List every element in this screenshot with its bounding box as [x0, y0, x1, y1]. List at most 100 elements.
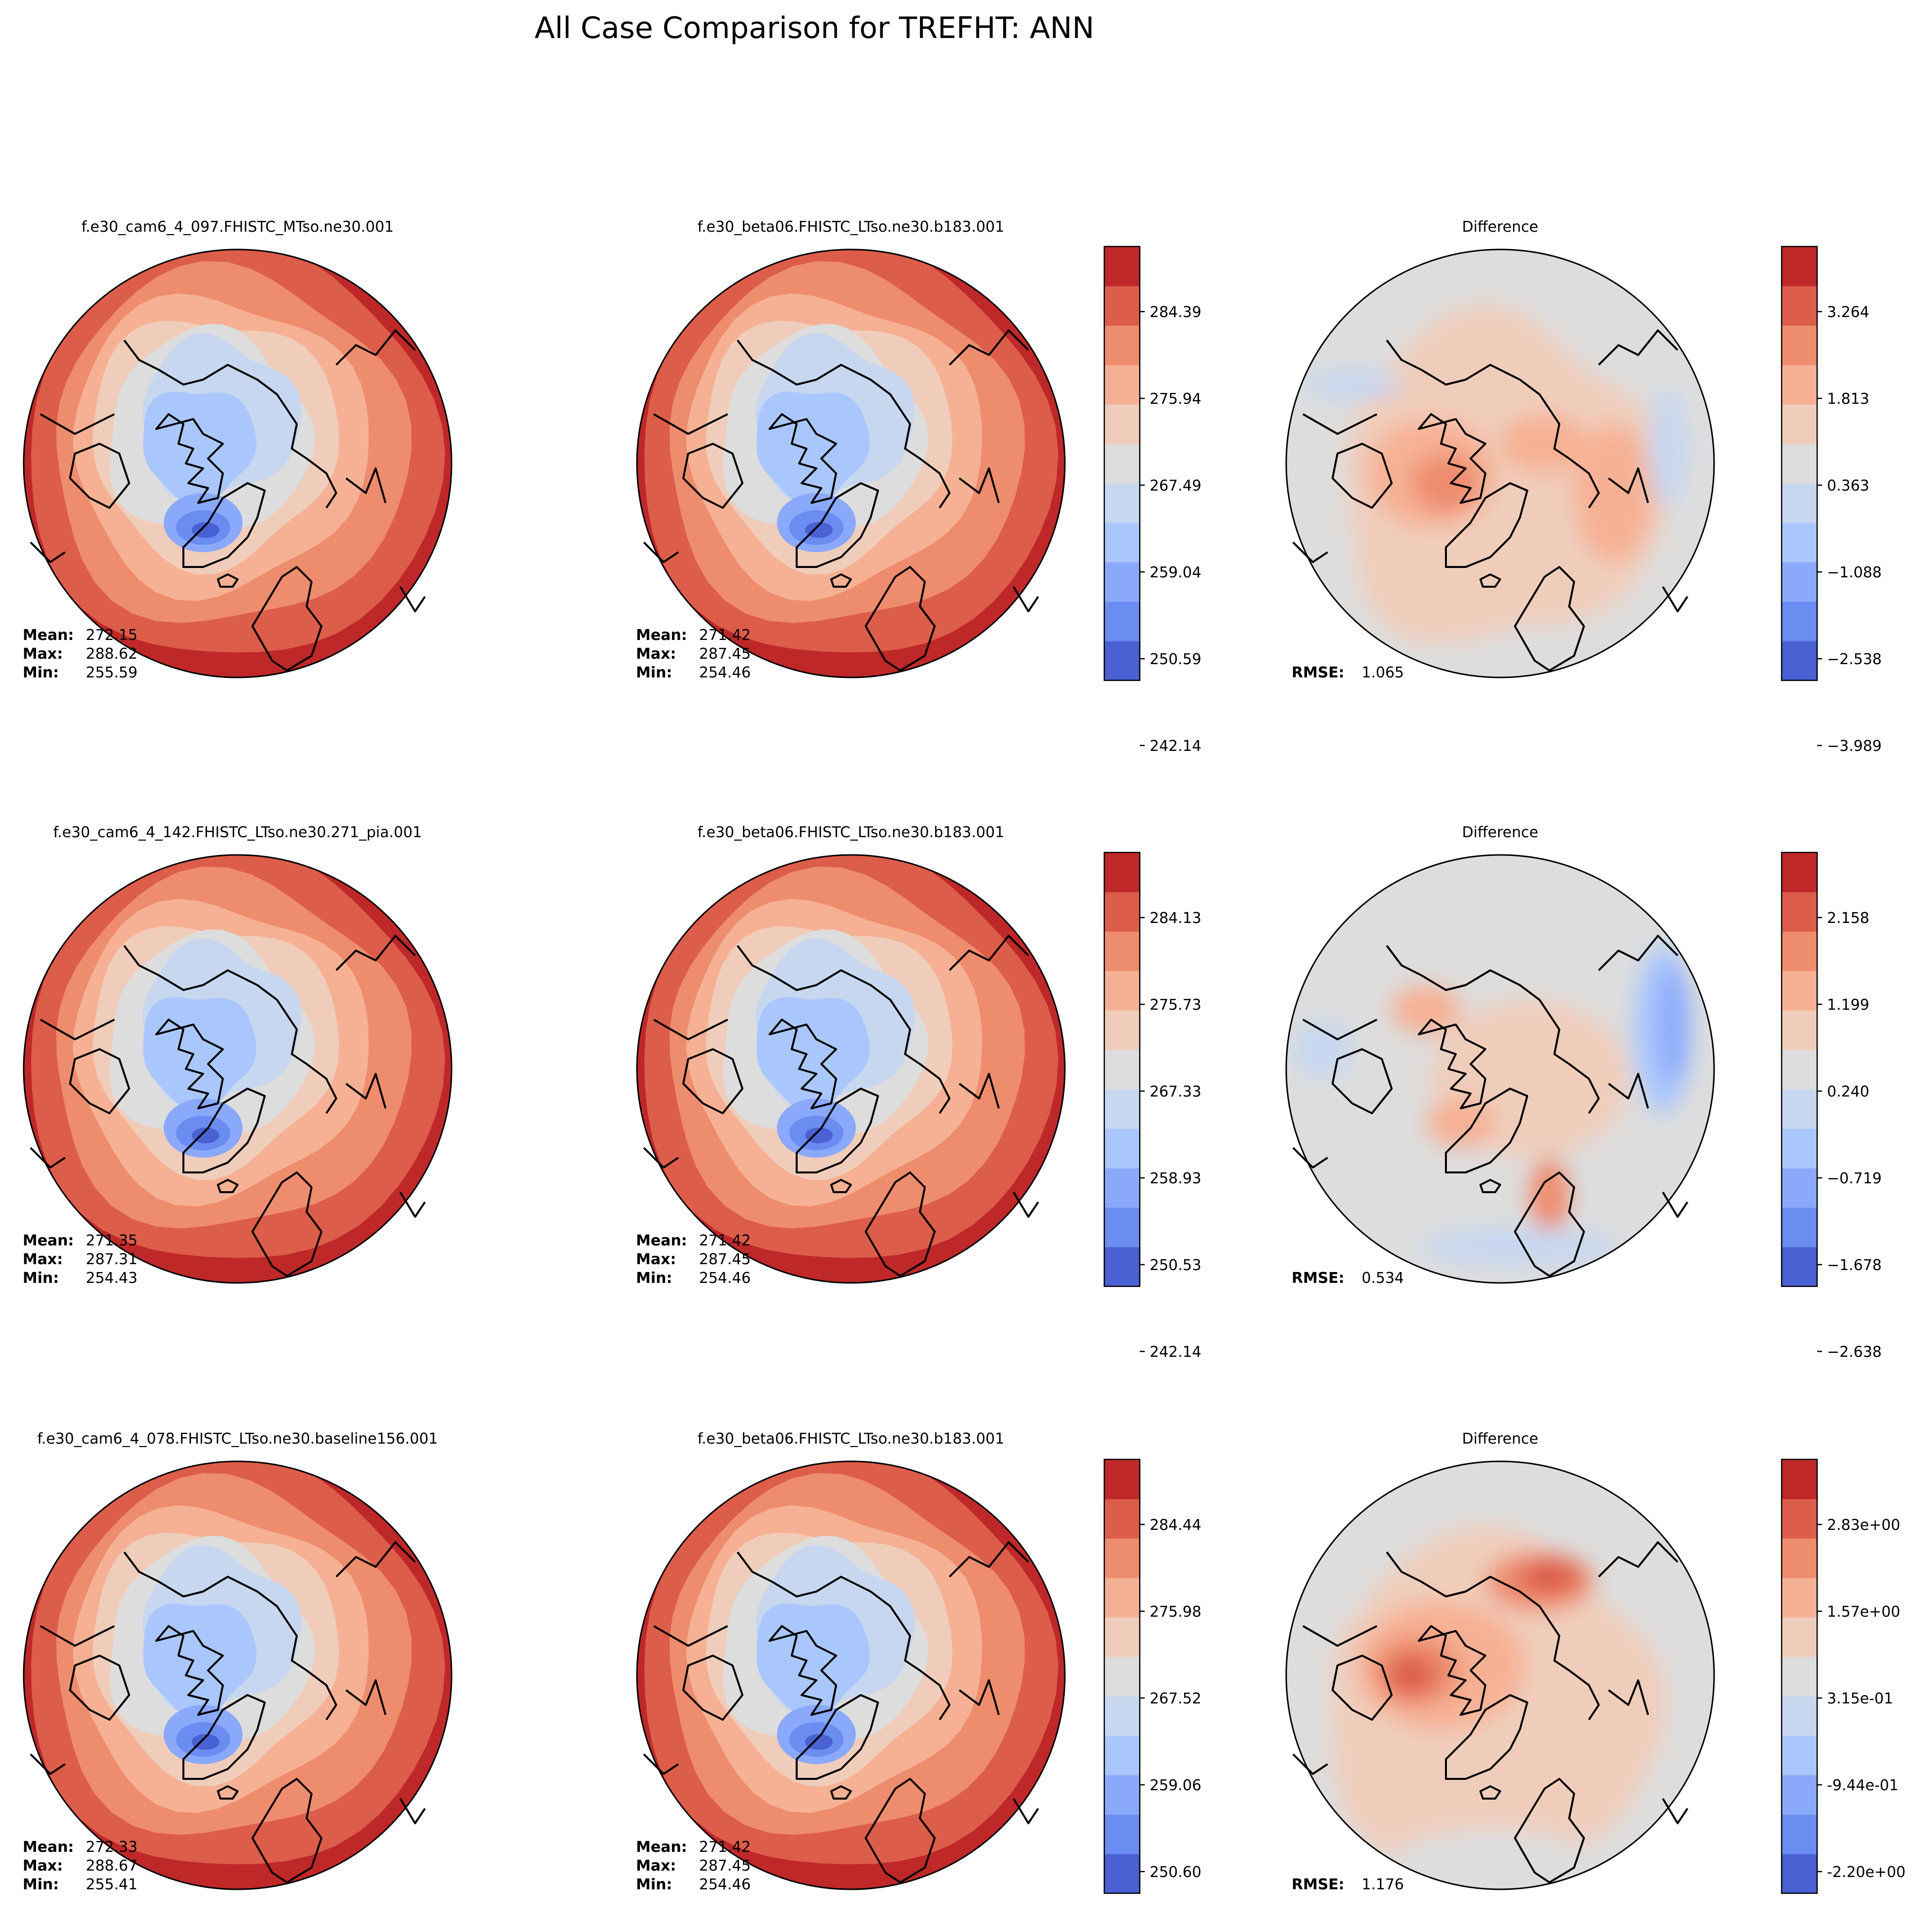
coastline-greenland — [182, 482, 266, 568]
colorbar-tick-label: 258.93 — [1150, 1170, 1201, 1187]
colorbar-segment — [1104, 286, 1140, 326]
colorbar-frame — [1103, 1458, 1141, 1894]
coastline-alaska — [643, 413, 728, 563]
map-difference — [1285, 854, 1715, 1284]
stat-label-mean: Mean: — [636, 1839, 687, 1856]
coastline-alaska — [643, 1625, 728, 1775]
coastline-iceland — [217, 1179, 239, 1193]
map-boundary — [1285, 248, 1715, 678]
coastline-hudson-bay — [1332, 443, 1393, 509]
coastline-eurasia — [1598, 329, 1688, 612]
coastline-hudson-bay — [69, 1048, 130, 1114]
stat-value-rmse: 1.176 — [1362, 1876, 1404, 1893]
colorbar-segment — [1782, 1050, 1817, 1090]
colorbar-tick-label: -9.44e-01 — [1827, 1777, 1898, 1794]
colorbar-segment — [1104, 931, 1140, 971]
panel-title-reference: f.e30_beta06.FHISTC_LTso.ne30.b183.001 — [698, 218, 1004, 236]
colorbar-tick-label: 242.14 — [1150, 738, 1201, 755]
coastline-hudson-bay — [682, 1655, 743, 1721]
coastline-archipelago — [155, 413, 224, 504]
level-band — [1426, 1098, 1495, 1148]
colorbar-segment — [1782, 1814, 1817, 1854]
coastline-alaska — [1292, 1019, 1377, 1168]
map-difference — [1285, 248, 1715, 678]
coastline-greenland — [796, 1694, 879, 1780]
colorbar-frame — [1781, 246, 1818, 681]
stat-label-mean: Mean: — [23, 1232, 74, 1249]
level-band — [1392, 1828, 1589, 1889]
level-band — [1530, 1158, 1569, 1237]
colorbar-tick-label: 267.52 — [1150, 1690, 1201, 1707]
colorbar-frame — [1781, 1458, 1818, 1894]
level-band — [192, 1734, 219, 1750]
level-band — [805, 1128, 833, 1143]
map-reference — [636, 854, 1066, 1284]
level-band — [756, 1603, 870, 1720]
level-band — [756, 997, 870, 1113]
coastline-iceland — [830, 573, 852, 588]
coastline-hudson-bay — [682, 1048, 743, 1114]
level-band — [1574, 424, 1653, 562]
coastline-alaska — [30, 1625, 115, 1775]
level-band — [143, 391, 257, 508]
colorbar-segment — [1104, 1578, 1140, 1618]
stat-value-rmse: 0.534 — [1362, 1270, 1404, 1287]
colorbar-segment — [1104, 325, 1140, 365]
map-test — [23, 1460, 453, 1890]
map-difference — [1285, 1460, 1715, 1890]
coastline-north-america — [737, 945, 950, 1114]
map-reference — [636, 1460, 1066, 1890]
level-band — [143, 997, 257, 1113]
colorbar-segment — [1104, 1814, 1140, 1854]
colorbar-tick-label: 1.813 — [1827, 390, 1869, 408]
coastline-archipelago — [769, 1019, 837, 1109]
colorbar-segment — [1104, 247, 1140, 286]
colorbar-segment — [1782, 365, 1817, 405]
map-fill — [637, 249, 1065, 677]
panel-title-difference: Difference — [1462, 1430, 1539, 1448]
colorbar-segment — [1782, 602, 1817, 641]
coastline-iceland — [217, 1785, 239, 1800]
colorbar-tick-label: 250.59 — [1150, 651, 1201, 668]
colorbar-segment — [1782, 325, 1817, 365]
stat-value-max: 287.45 — [699, 1251, 751, 1268]
colorbar-tick-label: 3.15e-01 — [1827, 1690, 1893, 1707]
stat-value-rmse: 1.065 — [1362, 664, 1404, 681]
level-band — [1288, 1582, 1367, 1621]
colorbar-segment — [1782, 641, 1817, 681]
coastline-iceland — [1479, 1785, 1501, 1800]
coastline-archipelago — [769, 413, 837, 504]
level-band — [1392, 985, 1461, 1034]
map-fill — [637, 1461, 1065, 1889]
stat-label-rmse: RMSE: — [1292, 1270, 1344, 1287]
map-boundary — [636, 854, 1066, 1284]
coastline-north-america — [123, 1551, 337, 1721]
level-band — [1411, 454, 1480, 513]
colorbar-tick-label: 250.60 — [1150, 1864, 1201, 1881]
stat-label-mean: Mean: — [636, 627, 687, 644]
coastline-archipelago — [1418, 1019, 1486, 1109]
colorbar-segment — [1782, 247, 1817, 286]
colorbar-segment — [1104, 1775, 1140, 1815]
coastline-iceland — [1479, 1179, 1501, 1193]
colorbar-segment — [1782, 1775, 1817, 1815]
level-band — [756, 391, 870, 508]
colorbar-segment — [1782, 483, 1817, 523]
coastline-scandinavia — [865, 1778, 936, 1883]
coastline-eurasia — [948, 1541, 1039, 1824]
map-reference — [636, 248, 1066, 678]
map-test — [23, 248, 453, 678]
stat-label-rmse: RMSE: — [1292, 664, 1344, 681]
coastline-north-america — [1386, 1551, 1600, 1721]
stat-value-max: 288.67 — [86, 1857, 138, 1875]
coastline-greenland — [182, 1694, 266, 1780]
coastline-alaska — [643, 1019, 728, 1168]
coastline-greenland — [796, 482, 879, 568]
coastline-iceland — [830, 1785, 852, 1800]
map-fill — [1286, 249, 1714, 677]
colorbar-segment — [1782, 404, 1817, 444]
coastline-hudson-bay — [1332, 1048, 1393, 1114]
map-fill — [24, 855, 452, 1283]
colorbar-frame — [1103, 246, 1141, 681]
colorbar-tick-label: 275.98 — [1150, 1603, 1201, 1621]
